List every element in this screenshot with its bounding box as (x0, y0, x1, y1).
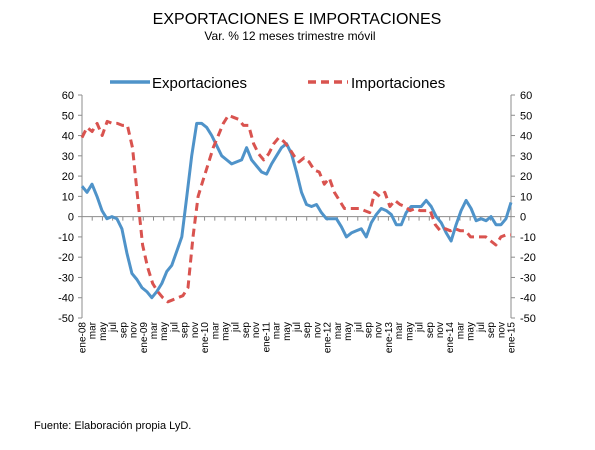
x-tick-label: nov (129, 322, 140, 338)
y-tick-label-right: 0 (520, 212, 526, 224)
x-tick-label: mar (455, 321, 466, 339)
legend-label-exportaciones: Exportaciones (152, 75, 247, 92)
y-tick-label-right: 40 (520, 131, 532, 143)
x-tick-label: jul (108, 322, 119, 333)
x-tick-label: ene-10 (200, 322, 211, 354)
y-tick-label-left: 40 (62, 131, 74, 143)
y-tick-label-left: 60 (62, 90, 74, 102)
x-tick-label: nov (190, 322, 201, 338)
x-tick-label: sep (118, 322, 129, 339)
x-axis: ene-08 mar may jul sep nov ene-09 mar may jul sep n… (78, 216, 518, 354)
x-tick-label: nov (435, 322, 446, 338)
y-tick-label-right: 20 (520, 171, 532, 183)
x-tick-label: may (343, 322, 354, 341)
x-tick-label: nov (312, 322, 323, 338)
x-tick-label: jul (415, 322, 426, 333)
x-tick-label: ene-09 (139, 322, 150, 354)
y-tick-label-right: 50 (520, 110, 532, 122)
series-group (80, 113, 513, 304)
y-tick-label-left: 0 (68, 212, 74, 224)
legend-label-importaciones: Importaciones (351, 75, 445, 92)
y-tick-label-right: -50 (520, 313, 536, 325)
y-tick-label-right: 60 (520, 90, 532, 102)
y-axis-right: 60 50 40 30 20 10 0 -10 -20 -30 -40 -50 (511, 90, 536, 325)
y-tick-label-left: -50 (58, 313, 74, 325)
x-tick-label: mar (149, 321, 160, 339)
x-tick-label: mar (88, 321, 99, 339)
x-tick-label: may (221, 322, 232, 341)
legend: Exportaciones Importaciones (110, 75, 445, 92)
x-tick-label: sep (180, 322, 191, 339)
y-tick-label-left: 20 (62, 171, 74, 183)
y-tick-label-right: -20 (520, 252, 536, 264)
y-tick-label-right: -10 (520, 232, 536, 244)
source-note: Fuente: Elaboración propia LyD. (34, 420, 192, 432)
x-tick-label: nov (374, 322, 385, 338)
x-tick-label: ene-13 (384, 322, 395, 354)
x-tick-label: may (159, 322, 170, 341)
x-tick-label: sep (364, 322, 375, 339)
y-tick-label-left: -10 (58, 232, 74, 244)
y-tick-label-right: -40 (520, 293, 536, 305)
x-tick-label: sep (241, 322, 252, 339)
x-tick-label: sep (486, 322, 497, 339)
x-tick-label: nov (496, 322, 507, 338)
series-line-importaciones (80, 113, 511, 304)
chart-title: EXPORTACIONES E IMPORTACIONES (153, 11, 442, 28)
y-axis-left: 60 50 40 30 20 10 0 -10 -20 -30 -40 -50 (58, 90, 82, 325)
x-tick-label: may (466, 322, 477, 341)
x-tick-label: jul (353, 322, 364, 333)
x-tick-label: may (404, 322, 415, 341)
x-tick-label: may (98, 322, 109, 341)
x-tick-label: mar (272, 321, 283, 339)
y-tick-label-left: 50 (62, 110, 74, 122)
x-tick-label: ene-08 (78, 322, 89, 354)
x-tick-label: mar (394, 321, 405, 339)
x-tick-label: ene-14 (445, 322, 456, 354)
x-tick-label: sep (425, 322, 436, 339)
y-tick-label-left: 30 (62, 151, 74, 163)
y-tick-label-left: -30 (58, 272, 74, 284)
y-tick-label-right: 30 (520, 151, 532, 163)
y-tick-label-right: 10 (520, 191, 532, 203)
x-tick-label: nov (251, 322, 262, 338)
x-tick-label: jul (476, 322, 487, 333)
y-tick-label-right: -30 (520, 272, 536, 284)
chart-subtitle: Var. % 12 meses trimestre móvil (204, 29, 375, 43)
x-tick-label: ene-12 (323, 322, 334, 354)
x-tick-label: mar (210, 321, 221, 339)
series-line-exportaciones (80, 121, 513, 300)
x-tick-label: ene-15 (507, 322, 518, 354)
x-tick-label: sep (302, 322, 313, 339)
y-tick-label-left: -40 (58, 293, 74, 305)
x-tick-label: jul (231, 322, 242, 333)
x-tick-label: may (282, 322, 293, 341)
x-tick-label: ene-11 (261, 322, 272, 353)
y-tick-label-left: -20 (58, 252, 74, 264)
x-tick-label: jul (292, 322, 303, 333)
x-tick-label: mar (333, 321, 344, 339)
x-tick-label: jul (169, 322, 180, 333)
y-tick-label-left: 10 (62, 191, 74, 203)
axes (81, 95, 512, 318)
